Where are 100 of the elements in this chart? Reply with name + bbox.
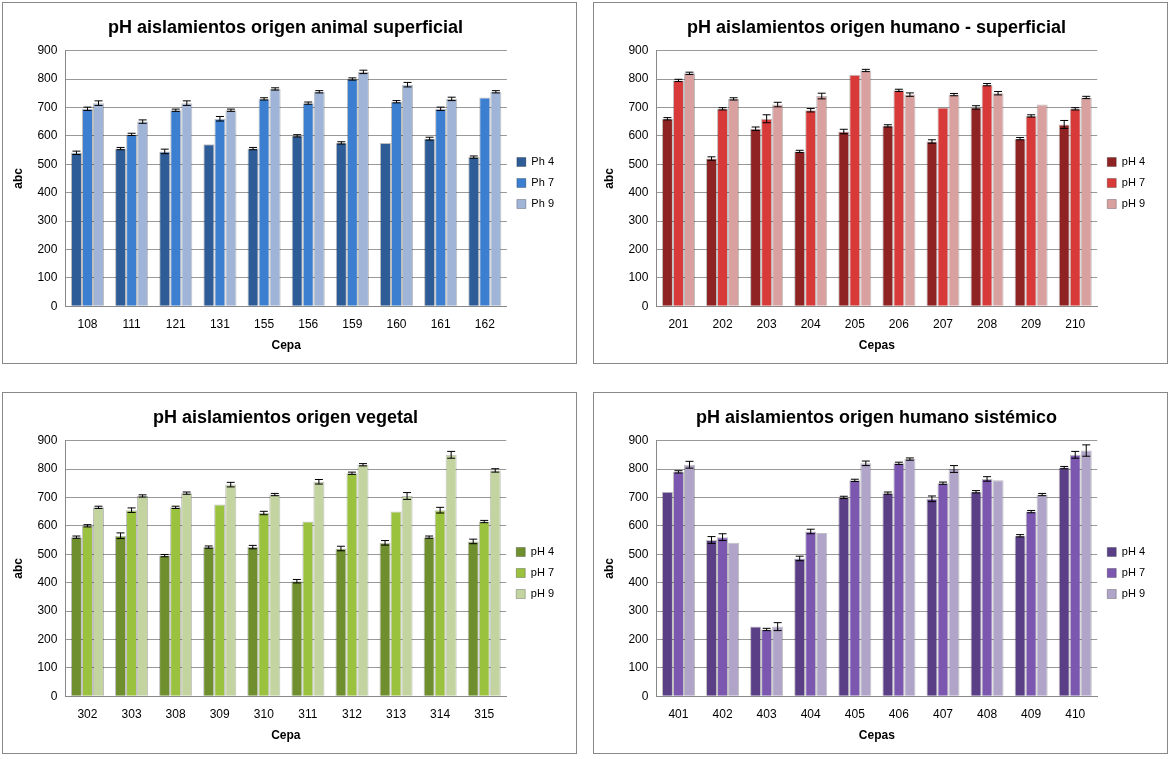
x-tick-label: 405 — [844, 706, 866, 721]
x-tick-label: 401 — [668, 706, 689, 721]
x-tick-label: 406 — [888, 706, 910, 721]
chart-title: pH aislamientos origen humano sistémico — [695, 406, 1058, 427]
legend-label: pH 4 — [530, 544, 555, 557]
x-tick-label: 156 — [298, 316, 319, 331]
x-tick-label: 309 — [209, 706, 231, 721]
y-axis-title: abc — [601, 557, 616, 579]
x-tick-label: 402 — [712, 706, 733, 721]
legend-label: pH 9 — [1121, 586, 1146, 599]
y-tick-label: 200 — [37, 631, 58, 646]
legend-label: Ph 9 — [531, 197, 555, 210]
y-tick-label: 900 — [37, 432, 58, 447]
x-tick-label: 308 — [165, 706, 186, 721]
y-tick-label: 400 — [628, 184, 649, 199]
x-tick-label: 311 — [298, 706, 318, 721]
legend-label: pH 4 — [1121, 544, 1146, 557]
x-tick-label: 312 — [341, 706, 363, 721]
y-tick-label: 700 — [37, 99, 58, 114]
y-tick-label: 700 — [628, 99, 649, 114]
chart-title: pH aislamientos origen vegetal — [152, 406, 419, 427]
x-tick-label: 404 — [800, 706, 822, 721]
y-tick-label: 800 — [628, 460, 649, 475]
y-tick-label: 200 — [628, 631, 649, 646]
x-tick-label: 310 — [253, 706, 275, 721]
chart-title: pH aislamientos origen humano - superficial — [686, 16, 1067, 37]
y-tick-label: 900 — [37, 42, 58, 57]
legend-label: pH 7 — [1121, 565, 1146, 578]
x-axis-title: Cepa — [271, 727, 301, 742]
y-tick-label: 100 — [37, 659, 58, 674]
x-tick-label: 313 — [386, 706, 407, 721]
y-tick-label: 500 — [37, 546, 58, 561]
y-tick-label: 400 — [37, 574, 58, 589]
x-tick-label: 303 — [121, 706, 142, 721]
y-tick-label: 900 — [628, 432, 649, 447]
x-tick-label: 204 — [800, 316, 822, 331]
x-tick-label: 161 — [430, 316, 451, 331]
x-tick-label: 206 — [888, 316, 910, 331]
y-axis-title: abc — [10, 167, 25, 189]
y-tick-label: 100 — [37, 270, 58, 285]
chart-title: pH aislamientos origen animal superficial — [107, 16, 464, 37]
y-tick-label: 600 — [37, 517, 58, 532]
x-tick-label: 210 — [1065, 316, 1086, 331]
x-tick-label: 315 — [474, 706, 495, 721]
y-tick-label: 800 — [37, 460, 58, 475]
x-tick-label: 302 — [77, 706, 98, 721]
y-tick-label: 100 — [628, 659, 649, 674]
x-tick-label: 121 — [165, 316, 187, 331]
y-tick-label: 300 — [37, 602, 58, 617]
y-axis-title: abc — [601, 167, 616, 189]
y-tick-label: 700 — [37, 489, 58, 504]
y-tick-label: 0 — [50, 298, 58, 313]
x-tick-label: 201 — [668, 316, 689, 331]
y-tick-label: 900 — [628, 42, 649, 57]
x-axis-title: Cepas — [858, 727, 896, 742]
y-tick-label: 300 — [628, 213, 649, 228]
y-tick-label: 500 — [37, 156, 58, 171]
legend-label: pH 4 — [1121, 155, 1146, 168]
y-tick-label: 700 — [628, 489, 649, 504]
x-tick-label: 108 — [77, 316, 98, 331]
x-tick-label: 111 — [122, 316, 142, 331]
y-tick-label: 600 — [37, 128, 58, 143]
legend-label: pH 7 — [1121, 176, 1146, 189]
y-tick-label: 200 — [628, 241, 649, 256]
x-tick-label: 408 — [977, 706, 998, 721]
x-tick-label: 155 — [254, 316, 275, 331]
x-tick-label: 203 — [756, 316, 777, 331]
y-tick-label: 0 — [641, 298, 649, 313]
y-tick-label: 600 — [628, 128, 649, 143]
x-tick-label: 131 — [209, 316, 231, 331]
legend-label: pH 7 — [530, 565, 555, 578]
legend-label: pH 9 — [530, 586, 555, 599]
legend-label: Ph 4 — [531, 155, 555, 168]
x-tick-label: 162 — [474, 316, 496, 331]
x-tick-label: 208 — [977, 316, 998, 331]
x-axis-title: Cepas — [858, 338, 896, 353]
y-tick-label: 500 — [628, 156, 649, 171]
x-tick-label: 205 — [844, 316, 866, 331]
y-tick-label: 0 — [641, 688, 649, 703]
y-tick-label: 0 — [50, 688, 58, 703]
y-axis-title: abc — [10, 557, 25, 579]
x-tick-label: 202 — [712, 316, 733, 331]
y-tick-label: 400 — [37, 184, 58, 199]
y-tick-label: 500 — [628, 546, 649, 561]
legend-label: Ph 7 — [531, 176, 555, 189]
x-tick-label: 407 — [932, 706, 954, 721]
y-tick-label: 600 — [628, 517, 649, 532]
x-axis-title: Cepa — [271, 338, 302, 353]
legend-label: pH 9 — [1121, 197, 1146, 210]
y-tick-label: 200 — [37, 241, 58, 256]
x-tick-label: 159 — [342, 316, 363, 331]
y-tick-label: 800 — [37, 71, 58, 86]
x-tick-label: 314 — [430, 706, 451, 721]
y-tick-label: 100 — [628, 270, 649, 285]
x-tick-label: 410 — [1065, 706, 1086, 721]
x-tick-label: 209 — [1021, 316, 1042, 331]
y-tick-label: 800 — [628, 71, 649, 86]
y-tick-label: 400 — [628, 574, 649, 589]
x-tick-label: 160 — [386, 316, 407, 331]
y-tick-label: 300 — [628, 602, 649, 617]
